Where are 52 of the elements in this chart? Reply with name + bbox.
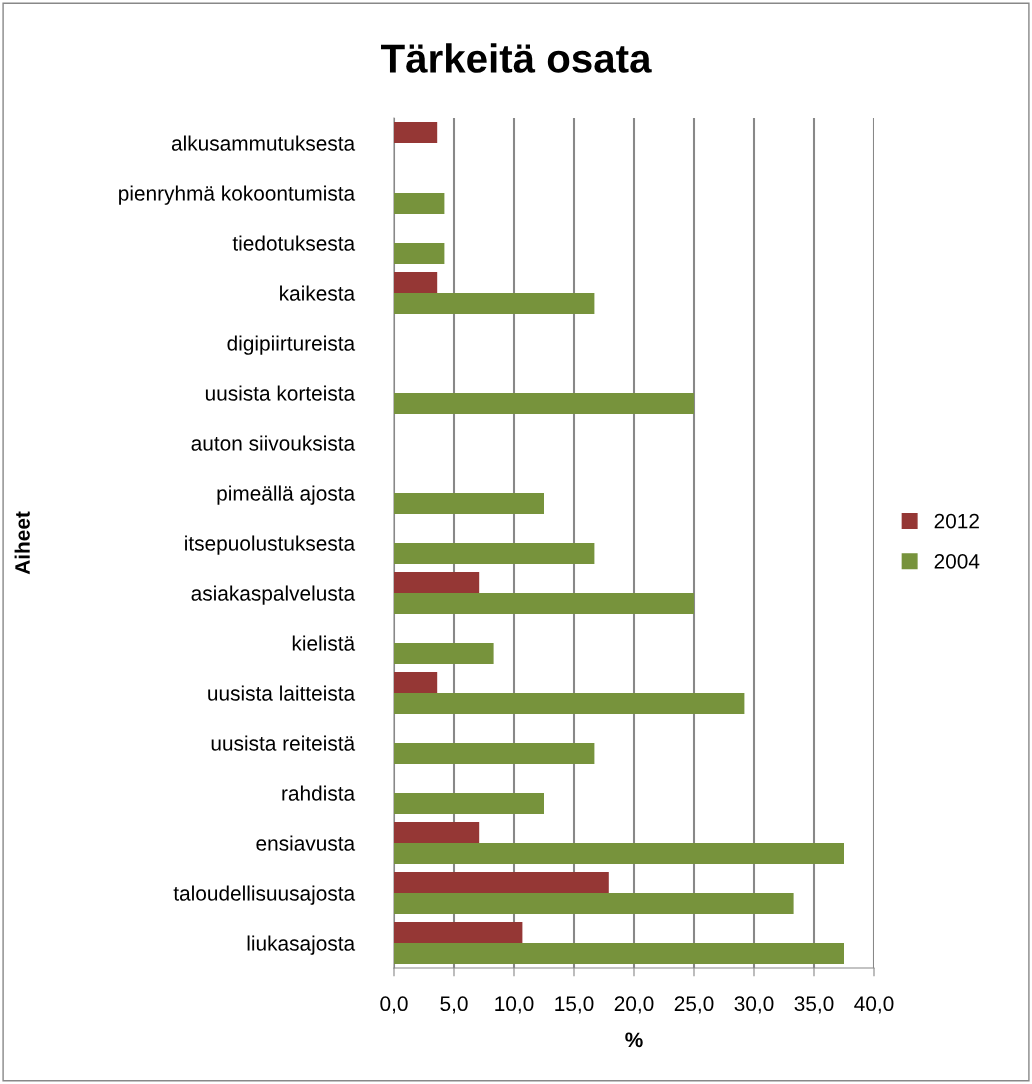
chart-title: Tärkeitä osata <box>381 43 652 73</box>
y-tick-label: asiakaspalvelusta <box>191 585 356 605</box>
y-tick-label: pienryhmä kokoontumista <box>119 185 356 205</box>
bar <box>394 843 844 864</box>
bar <box>394 643 494 664</box>
x-tick-label: 10,0 <box>495 996 534 1014</box>
bar <box>394 943 844 964</box>
y-axis-title: Aiheet <box>14 511 30 575</box>
bar <box>394 893 794 914</box>
y-tick-label: uusista laitteista <box>208 685 356 701</box>
x-tick-label: 30,0 <box>734 996 774 1014</box>
y-tick-label: taloudellisuusajosta <box>173 885 356 905</box>
bar <box>394 922 523 943</box>
y-tick-label: alkusammutuksesta <box>171 135 356 151</box>
y-tick-label: uusista korteista <box>205 385 356 401</box>
x-tick-label: 5,0 <box>440 996 468 1014</box>
x-tick-label: 0,0 <box>380 996 408 1014</box>
bar <box>394 393 694 414</box>
bar <box>394 793 544 814</box>
x-tick-label: 20,0 <box>614 996 654 1014</box>
x-axis-title: % <box>625 1032 643 1048</box>
legend-label: 2012 <box>934 513 979 529</box>
y-tick-label: uusista reiteistä <box>211 735 356 751</box>
x-tick-label: 25,0 <box>674 996 714 1014</box>
x-tick-label: 35,0 <box>794 996 834 1014</box>
bar <box>394 872 609 893</box>
bar <box>394 593 694 614</box>
bar <box>394 293 595 314</box>
y-tick-label: kielistä <box>292 635 356 651</box>
y-tick-label: itsepuolustuksesta <box>185 535 356 555</box>
bar <box>394 243 445 264</box>
legend-label: 2004 <box>934 553 980 569</box>
bar <box>394 122 438 143</box>
bar <box>394 493 544 514</box>
bar <box>394 272 438 293</box>
x-tick-label: 40,0 <box>854 996 894 1014</box>
bar <box>394 572 480 593</box>
bar <box>394 672 438 693</box>
bar <box>394 822 480 843</box>
bar <box>394 193 445 214</box>
y-tick-label: auton siivouksista <box>191 435 356 451</box>
bar <box>394 693 745 714</box>
y-tick-label: tiedotuksesta <box>232 235 356 251</box>
bar <box>394 743 595 764</box>
y-tick-label: ensiavusta <box>256 835 356 851</box>
y-tick-label: kaikesta <box>280 285 356 301</box>
y-tick-label: digipiirtureista <box>227 335 356 355</box>
x-tick-label: 15,0 <box>555 996 594 1014</box>
y-tick-label: rahdista <box>282 785 356 801</box>
y-tick-label: pimeällä ajosta <box>217 485 356 505</box>
bar <box>394 543 595 564</box>
y-tick-label: liukasajosta <box>247 935 356 955</box>
